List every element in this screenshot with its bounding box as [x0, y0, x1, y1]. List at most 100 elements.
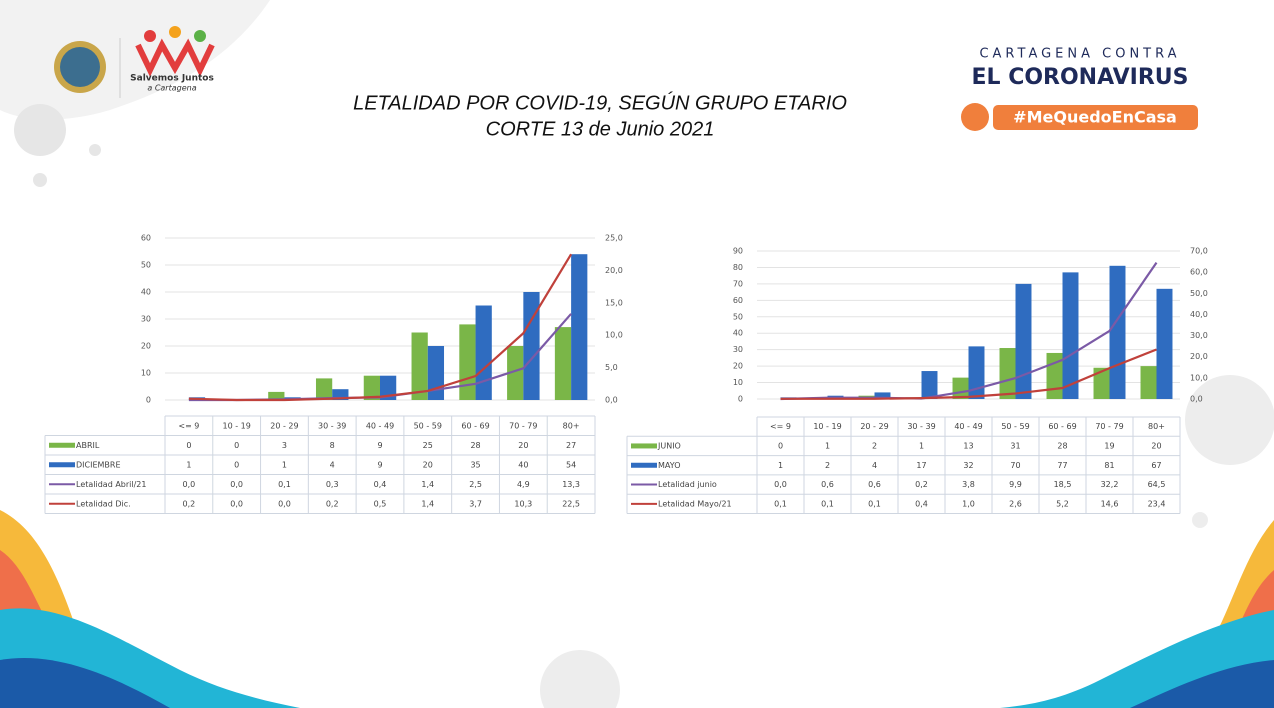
- table-cell: 0: [234, 441, 239, 450]
- x-tick-label: 80+: [1148, 422, 1165, 431]
- table-cell: 35: [470, 460, 480, 469]
- table-cell: 0,0: [278, 499, 291, 508]
- table-cell: 4: [330, 460, 335, 469]
- y-tick-label: 70: [733, 279, 743, 288]
- y2-tick-label: 20,0: [605, 266, 623, 275]
- y2-tick-label: 15,0: [605, 298, 623, 307]
- y-tick-label: 50: [141, 261, 151, 270]
- table-cell: 14,6: [1101, 499, 1119, 508]
- table-cell: 0,1: [868, 499, 881, 508]
- table-cell: 28: [470, 441, 480, 450]
- table-cell: 32,2: [1101, 480, 1119, 489]
- bar: [1110, 266, 1126, 399]
- table-cell: 20: [518, 441, 528, 450]
- y-tick-label: 50: [733, 312, 743, 321]
- table-cell: 0,0: [230, 499, 243, 508]
- table-cell: 64,5: [1148, 480, 1166, 489]
- y2-tick-label: 0,0: [1190, 395, 1203, 404]
- y2-tick-label: 10,0: [605, 331, 623, 340]
- legend-label: Letalidad Abril/21: [76, 480, 146, 489]
- table-cell: 0,1: [278, 480, 291, 489]
- y-tick-label: 0: [146, 396, 151, 405]
- legend-label: Letalidad Dic.: [76, 499, 131, 508]
- y-tick-label: 80: [733, 263, 743, 272]
- table-cell: 0,4: [915, 499, 928, 508]
- table-cell: 3,7: [469, 499, 482, 508]
- table-cell: 77: [1057, 461, 1067, 470]
- table-cell: 20: [423, 460, 433, 469]
- x-tick-label: <= 9: [770, 422, 791, 431]
- x-tick-label: 80+: [563, 421, 580, 430]
- legend-label: MAYO: [658, 461, 681, 470]
- logo-icon: [961, 103, 989, 131]
- table-cell: 13,3: [562, 480, 580, 489]
- bar: [1141, 366, 1157, 399]
- y2-tick-label: 60,0: [1190, 268, 1208, 277]
- legend-swatch: [49, 462, 75, 467]
- y2-tick-label: 20,0: [1190, 352, 1208, 361]
- x-tick-label: 30 - 39: [318, 421, 346, 430]
- x-tick-label: 70 - 79: [1095, 422, 1123, 431]
- logo-text: #MeQuedoEnCasa: [1013, 108, 1177, 127]
- x-tick-label: 30 - 39: [907, 422, 935, 431]
- table-cell: 0: [778, 441, 783, 450]
- subtitle: CORTE 13 de Junio 2021: [486, 118, 715, 140]
- bar: [1016, 284, 1032, 399]
- bar: [459, 324, 475, 400]
- legend-label: ABRIL: [76, 441, 100, 450]
- y2-tick-label: 5,0: [605, 363, 618, 372]
- table-cell: 4: [872, 461, 877, 470]
- y-tick-label: 10: [733, 378, 743, 387]
- y-tick-label: 20: [733, 362, 743, 371]
- table-cell: 0,0: [183, 480, 196, 489]
- bar: [523, 292, 539, 400]
- table-cell: 17: [916, 461, 926, 470]
- bar: [476, 306, 492, 401]
- table-cell: 0,4: [374, 480, 387, 489]
- table-cell: 8: [330, 441, 335, 450]
- table-cell: 0,0: [774, 480, 787, 489]
- table-cell: 3,8: [962, 480, 975, 489]
- x-tick-label: 40 - 49: [366, 421, 394, 430]
- x-tick-label: 60 - 69: [461, 421, 489, 430]
- slide: Salvemos Juntos a Cartagena LETALIDAD PO…: [0, 0, 1274, 708]
- table-cell: 70: [1010, 461, 1020, 470]
- x-tick-label: 50 - 59: [414, 421, 442, 430]
- bar: [316, 378, 332, 400]
- table-cell: 54: [566, 460, 576, 469]
- table-cell: 22,5: [562, 499, 580, 508]
- y-tick-label: 60: [733, 296, 743, 305]
- table-cell: 0,1: [821, 499, 834, 508]
- logo-text: EL CORONAVIRUS: [971, 65, 1188, 90]
- table-cell: 25: [423, 441, 433, 450]
- y-tick-label: 30: [141, 315, 151, 324]
- decoration: [0, 0, 270, 119]
- legend-label: DICIEMBRE: [76, 460, 121, 469]
- table-cell: 2,6: [1009, 499, 1022, 508]
- table-cell: 32: [963, 461, 973, 470]
- table-cell: 0,6: [821, 480, 834, 489]
- table-cell: 20: [1151, 441, 1161, 450]
- y2-tick-label: 0,0: [605, 396, 618, 405]
- bar: [922, 371, 938, 399]
- bar: [428, 346, 444, 400]
- table-cell: 28: [1057, 441, 1067, 450]
- bar: [571, 254, 587, 400]
- table-cell: 0,5: [374, 499, 387, 508]
- x-tick-label: 10 - 19: [222, 421, 250, 430]
- table-cell: 1,4: [421, 480, 434, 489]
- table-cell: 4,9: [517, 480, 530, 489]
- table-cell: 1: [778, 461, 783, 470]
- table-cell: 9: [377, 441, 382, 450]
- logo-text: CARTAGENA CONTRA: [979, 47, 1180, 62]
- y2-tick-label: 10,0: [1190, 373, 1208, 382]
- table-cell: 0,1: [774, 499, 787, 508]
- logo-text: Salvemos Juntos: [130, 74, 214, 84]
- y-tick-label: 30: [733, 345, 743, 354]
- legend-swatch: [631, 443, 657, 448]
- table-cell: 31: [1010, 441, 1020, 450]
- y-tick-label: 20: [141, 342, 151, 351]
- table-cell: 1: [919, 441, 924, 450]
- table-cell: 2: [872, 441, 877, 450]
- y2-tick-label: 40,0: [1190, 310, 1208, 319]
